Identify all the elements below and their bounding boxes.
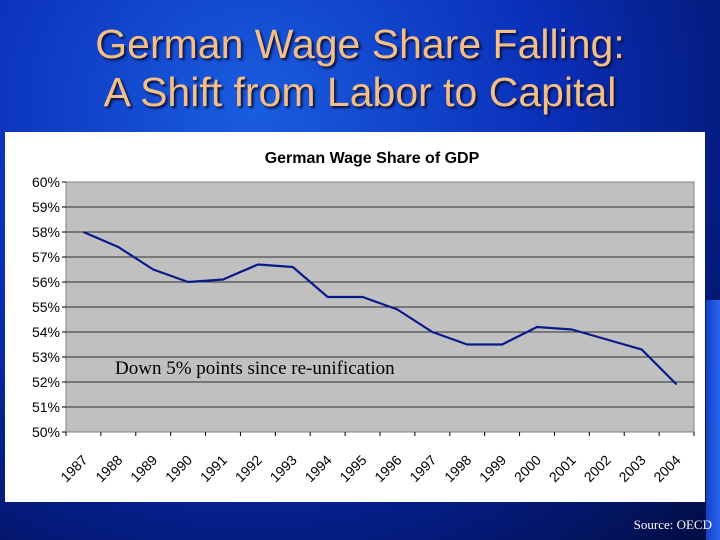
chart-annotation: Down 5% points since re-unification <box>115 358 395 379</box>
chart-panel: German Wage Share of GDP 60% 59% 58% 57% 56%… <box>5 132 705 502</box>
x-tick-label: 1995 <box>336 452 369 485</box>
wage-share-chart: German Wage Share of GDP 60% 59% 58% 57% 56%… <box>32 150 695 485</box>
x-tick-label: 1987 <box>57 452 90 485</box>
y-tick-label: 57% <box>32 249 60 265</box>
x-tick-label: 1997 <box>406 452 439 485</box>
decorative-side-bar <box>706 300 720 540</box>
y-tick-label: 53% <box>32 349 60 365</box>
slide-title-line-2: A Shift from Labor to Capital <box>103 69 617 115</box>
x-tick-label: 1999 <box>476 452 509 485</box>
y-tick-label: 59% <box>32 199 60 215</box>
x-tick-label: 2004 <box>650 452 683 485</box>
series-line <box>82 230 678 386</box>
x-tick-label: 1991 <box>197 452 230 485</box>
x-tick-label: 2003 <box>615 452 648 485</box>
x-tick-label: 1992 <box>232 452 265 485</box>
y-axis-ticks: 60% 59% 58% 57% 56% 55% 54% 53% 52% 51% 50% <box>32 174 66 440</box>
y-tick-label: 60% <box>32 174 60 190</box>
slide-title: German Wage Share Falling: A Shift from … <box>0 20 720 116</box>
x-tick-label: 1989 <box>127 452 160 485</box>
x-tick-label: 2002 <box>581 452 614 485</box>
y-tick-label: 50% <box>32 424 60 440</box>
y-tick-label: 51% <box>32 399 60 415</box>
y-tick-label: 55% <box>32 299 60 315</box>
y-tick-label: 54% <box>32 324 60 340</box>
x-tick-label: 2001 <box>546 452 579 485</box>
y-tick-label: 52% <box>32 374 60 390</box>
y-tick-label: 56% <box>32 274 60 290</box>
x-tick-label: 1993 <box>267 452 300 485</box>
x-axis-ticks: 1987 1988 1989 1990 1991 1992 1993 1994 1995 1996… <box>57 432 695 485</box>
x-tick-label: 1998 <box>441 452 474 485</box>
x-tick-label: 1996 <box>371 452 404 485</box>
x-tick-label: 1990 <box>162 452 195 485</box>
x-tick-label: 1994 <box>301 452 334 485</box>
chart-title: German Wage Share of GDP <box>265 150 480 167</box>
x-tick-label: 2000 <box>511 452 544 485</box>
x-tick-label: 1988 <box>92 452 125 485</box>
y-tick-label: 58% <box>32 224 60 240</box>
source-note: Source: OECD <box>633 517 712 532</box>
slide-title-line-1: German Wage Share Falling: <box>95 21 625 67</box>
gridlines <box>66 206 694 408</box>
